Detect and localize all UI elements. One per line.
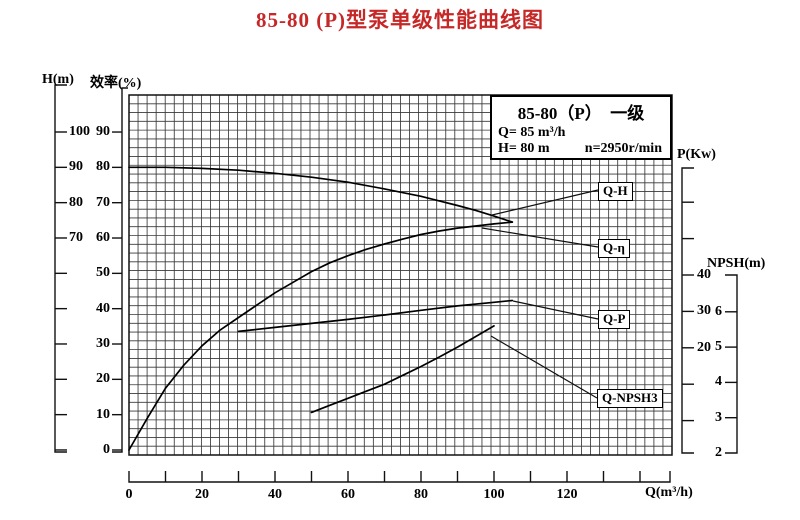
efficiency-axis-tick-label: 90 [96,124,110,140]
curve-label-qeta: Q-η [598,239,630,258]
curve-Q-NPSH3 [310,325,495,414]
curve-label-qnpsh: Q-NPSH3 [597,389,663,408]
info-speed: n=2950r/min [584,141,662,156]
efficiency-axis-tick-label: 80 [96,159,110,175]
h-axis-tick-label: 70 [69,229,83,245]
efficiency-axis-title: 效率(%) [90,76,142,91]
npsh-axis-tick-label: 2 [715,445,722,460]
npsh-axis-tick-label: 3 [715,409,722,425]
h-axis-title: H(m) [42,72,74,87]
flow-axis-title: Q(m³/h) [645,485,693,500]
efficiency-axis-tick-label: 50 [96,265,110,281]
curve-Q-P [237,299,514,333]
flow-axis-tick-label: 0 [125,487,133,502]
h-axis-tick-label: 80 [69,194,83,210]
npsh-axis-tick-label: 5 [715,339,722,355]
info-head: H= 80 m [498,141,550,156]
npsh-axis-title: NPSH(m) [707,256,766,271]
curve-label-qh: Q-H [598,182,633,201]
curve-Q-H [128,166,514,223]
power-axis-tick-label: 30 [697,303,711,319]
power-axis-title: P(Kw) [677,147,716,162]
flow-axis-tick-label: 120 [556,487,578,502]
efficiency-axis-tick-label: 30 [96,336,110,351]
flow-axis-tick-label: 60 [341,487,355,502]
efficiency-axis-tick-label: 40 [96,300,110,316]
h-axis-tick-label: 100 [69,124,90,139]
info-model: 85-80（P） 一级 [517,104,645,123]
efficiency-axis-tick-label: 10 [96,406,110,422]
efficiency-axis-tick-label: 60 [96,230,110,246]
flow-axis-tick-label: 20 [195,487,209,502]
flow-axis-tick-label: 100 [483,487,505,502]
efficiency-axis-tick-label: 20 [96,371,110,387]
info-flow: Q= 85 m³/h [498,125,566,140]
h-axis-tick-label: 90 [69,159,83,175]
flow-axis-tick-label: 80 [414,487,428,502]
power-axis-tick-label: 40 [697,267,711,282]
npsh-axis-tick-label: 6 [715,303,722,319]
curve-label-qp: Q-P [598,310,631,329]
flow-axis-tick-label: 40 [268,487,282,502]
efficiency-axis-tick-label: 70 [96,194,110,210]
npsh-axis-tick-label: 4 [715,374,722,390]
info-box: 85-80（P） 一级 Q= 85 m³/h H= 80 m n=2950r/m… [490,95,672,160]
efficiency-axis-tick-label: 0 [103,442,110,457]
chart-title: 85-80 (P)型泵单级性能曲线图 [255,8,545,32]
curve-Q-η [128,221,514,451]
power-axis-tick-label: 20 [697,339,711,355]
info-row: H= 80 m n=2950r/min [498,141,664,157]
